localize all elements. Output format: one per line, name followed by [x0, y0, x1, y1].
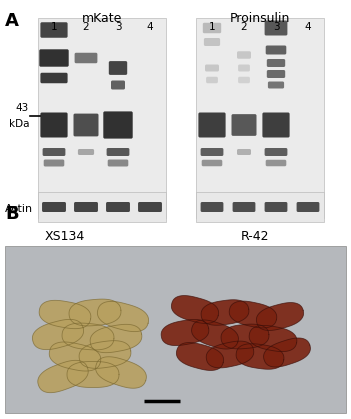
Text: kDa: kDa: [8, 119, 29, 129]
Text: 3: 3: [115, 22, 121, 32]
FancyBboxPatch shape: [111, 80, 125, 90]
FancyBboxPatch shape: [40, 73, 68, 83]
FancyBboxPatch shape: [201, 148, 223, 156]
FancyBboxPatch shape: [42, 202, 66, 212]
FancyBboxPatch shape: [108, 160, 128, 166]
Polygon shape: [98, 301, 148, 331]
Polygon shape: [38, 360, 88, 393]
Polygon shape: [62, 323, 114, 350]
Text: B: B: [5, 205, 19, 223]
Polygon shape: [206, 341, 254, 368]
Polygon shape: [249, 326, 297, 352]
FancyBboxPatch shape: [198, 112, 226, 137]
FancyBboxPatch shape: [75, 53, 97, 63]
FancyBboxPatch shape: [267, 70, 285, 78]
Bar: [196, 18, 324, 218]
Text: Actin: Actin: [5, 204, 33, 214]
Text: 4: 4: [305, 22, 311, 32]
Bar: [5, 246, 346, 413]
Text: 2: 2: [241, 22, 247, 32]
FancyBboxPatch shape: [237, 149, 251, 155]
FancyBboxPatch shape: [205, 65, 219, 72]
FancyBboxPatch shape: [40, 112, 68, 137]
Bar: [196, 192, 324, 222]
Polygon shape: [264, 338, 310, 367]
FancyBboxPatch shape: [201, 202, 223, 212]
FancyBboxPatch shape: [206, 77, 218, 83]
FancyBboxPatch shape: [74, 202, 98, 212]
Bar: [38, 18, 166, 218]
Text: 43: 43: [16, 103, 29, 113]
FancyBboxPatch shape: [237, 51, 251, 59]
FancyBboxPatch shape: [266, 46, 286, 54]
Polygon shape: [161, 319, 209, 346]
Polygon shape: [171, 295, 219, 323]
FancyBboxPatch shape: [233, 202, 256, 212]
FancyBboxPatch shape: [268, 82, 284, 88]
Polygon shape: [192, 320, 238, 349]
FancyBboxPatch shape: [266, 160, 286, 166]
FancyBboxPatch shape: [44, 160, 64, 166]
FancyBboxPatch shape: [42, 148, 65, 156]
FancyBboxPatch shape: [297, 202, 319, 212]
Polygon shape: [201, 300, 249, 325]
FancyBboxPatch shape: [265, 21, 287, 36]
FancyBboxPatch shape: [238, 77, 250, 83]
Text: mKate: mKate: [82, 12, 122, 25]
Text: 2: 2: [83, 22, 89, 32]
FancyBboxPatch shape: [103, 111, 133, 139]
Text: 1: 1: [209, 22, 215, 32]
Polygon shape: [221, 324, 269, 349]
Polygon shape: [32, 319, 84, 349]
FancyBboxPatch shape: [265, 148, 287, 156]
Text: XS134: XS134: [45, 230, 85, 243]
FancyBboxPatch shape: [106, 202, 130, 212]
Text: Proinsulin: Proinsulin: [230, 12, 290, 25]
Polygon shape: [256, 303, 304, 331]
FancyBboxPatch shape: [107, 148, 130, 156]
Polygon shape: [229, 301, 277, 328]
Polygon shape: [49, 342, 101, 371]
Bar: [38, 192, 166, 222]
FancyBboxPatch shape: [238, 65, 250, 72]
FancyBboxPatch shape: [40, 22, 68, 38]
FancyBboxPatch shape: [109, 61, 127, 75]
Text: A: A: [5, 12, 19, 30]
FancyBboxPatch shape: [202, 160, 222, 166]
Polygon shape: [90, 324, 142, 353]
Polygon shape: [177, 343, 224, 370]
FancyBboxPatch shape: [204, 38, 220, 46]
Text: R-42: R-42: [241, 230, 269, 243]
FancyBboxPatch shape: [232, 114, 257, 136]
Text: 3: 3: [273, 22, 279, 32]
FancyBboxPatch shape: [39, 49, 69, 67]
Polygon shape: [79, 341, 131, 368]
FancyBboxPatch shape: [263, 112, 290, 137]
Text: 4: 4: [147, 22, 153, 32]
Polygon shape: [95, 357, 146, 388]
Polygon shape: [39, 300, 91, 328]
FancyBboxPatch shape: [267, 59, 285, 67]
FancyBboxPatch shape: [73, 114, 99, 137]
Text: 1: 1: [51, 22, 57, 32]
FancyBboxPatch shape: [138, 202, 162, 212]
Polygon shape: [236, 344, 284, 369]
FancyBboxPatch shape: [265, 202, 287, 212]
FancyBboxPatch shape: [78, 149, 94, 155]
Polygon shape: [69, 299, 121, 326]
Polygon shape: [67, 362, 119, 388]
FancyBboxPatch shape: [203, 23, 221, 33]
